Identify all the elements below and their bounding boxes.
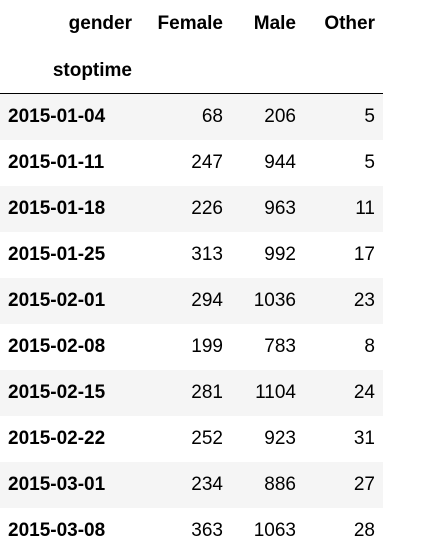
row-index: 2015-02-08 <box>8 335 106 357</box>
column-header-row: gender Female Male Other <box>0 0 383 48</box>
table-row: 2015-02-15 281 1104 24 <box>0 369 383 416</box>
table-row: 2015-01-11 247 944 5 <box>0 139 383 186</box>
row-index: 2015-01-11 <box>8 151 105 173</box>
cell-male: 1063 <box>253 519 296 541</box>
cell-male: 944 <box>264 151 296 173</box>
table-row: 2015-03-01 234 886 27 <box>0 461 383 508</box>
table-body: 2015-01-04 68 206 5 2015-01-11 247 944 5… <box>0 93 383 554</box>
row-index: 2015-02-01 <box>8 289 106 311</box>
cell-female: 68 <box>201 105 223 127</box>
cell-female: 226 <box>191 197 223 219</box>
cell-male: 886 <box>264 473 296 495</box>
cell-male: 1036 <box>253 289 296 311</box>
index-name-spacer <box>304 48 383 94</box>
cell-other: 5 <box>364 151 375 173</box>
index-name-row: stoptime <box>0 48 383 94</box>
cell-female: 247 <box>191 151 223 173</box>
table-row: 2015-01-04 68 206 5 <box>0 93 383 140</box>
row-index: 2015-01-18 <box>8 197 106 219</box>
cell-female: 252 <box>191 427 223 449</box>
cell-female: 313 <box>191 243 223 265</box>
column-header-male: Male <box>253 13 296 34</box>
table-row: 2015-01-25 313 992 17 <box>0 231 383 278</box>
cell-other: 11 <box>355 197 375 219</box>
cell-male: 923 <box>264 427 296 449</box>
cell-male: 1104 <box>255 381 296 403</box>
cell-other: 28 <box>353 519 375 541</box>
cell-male: 992 <box>264 243 296 265</box>
row-index: 2015-01-04 <box>8 105 106 127</box>
cell-female: 281 <box>191 381 223 403</box>
column-header-other: Other <box>324 13 375 34</box>
table-row: 2015-02-08 199 783 8 <box>0 323 383 370</box>
table-row: 2015-02-01 294 1036 23 <box>0 277 383 324</box>
cell-other: 17 <box>353 243 375 265</box>
cell-female: 234 <box>191 473 223 495</box>
dataframe-table: gender Female Male Other stoptime 2015-0… <box>0 0 383 554</box>
index-name-spacer <box>231 48 304 94</box>
cell-other: 24 <box>353 381 375 403</box>
row-index: 2015-03-08 <box>8 519 106 541</box>
cell-male: 783 <box>264 335 296 357</box>
index-name-spacer <box>140 48 231 94</box>
row-index: 2015-02-22 <box>8 427 106 449</box>
cell-other: 8 <box>364 335 375 357</box>
cell-other: 31 <box>353 427 375 449</box>
cell-male: 206 <box>264 105 296 127</box>
table-header: gender Female Male Other stoptime <box>0 0 383 94</box>
cell-female: 363 <box>191 519 223 541</box>
cell-female: 199 <box>191 335 223 357</box>
cell-other: 23 <box>353 289 375 311</box>
column-header-female: Female <box>157 13 223 34</box>
column-axis-name: gender <box>68 13 132 34</box>
table-row: 2015-03-08 363 1063 28 <box>0 507 383 554</box>
cell-other: 27 <box>353 473 375 495</box>
table-row: 2015-02-22 252 923 31 <box>0 415 383 462</box>
row-index: 2015-01-25 <box>8 243 106 265</box>
cell-male: 963 <box>264 197 296 219</box>
cell-other: 5 <box>364 105 375 127</box>
index-name: stoptime <box>0 48 140 94</box>
cell-female: 294 <box>191 289 223 311</box>
row-index: 2015-03-01 <box>8 473 106 495</box>
row-index: 2015-02-15 <box>8 381 106 403</box>
table-row: 2015-01-18 226 963 11 <box>0 185 383 232</box>
